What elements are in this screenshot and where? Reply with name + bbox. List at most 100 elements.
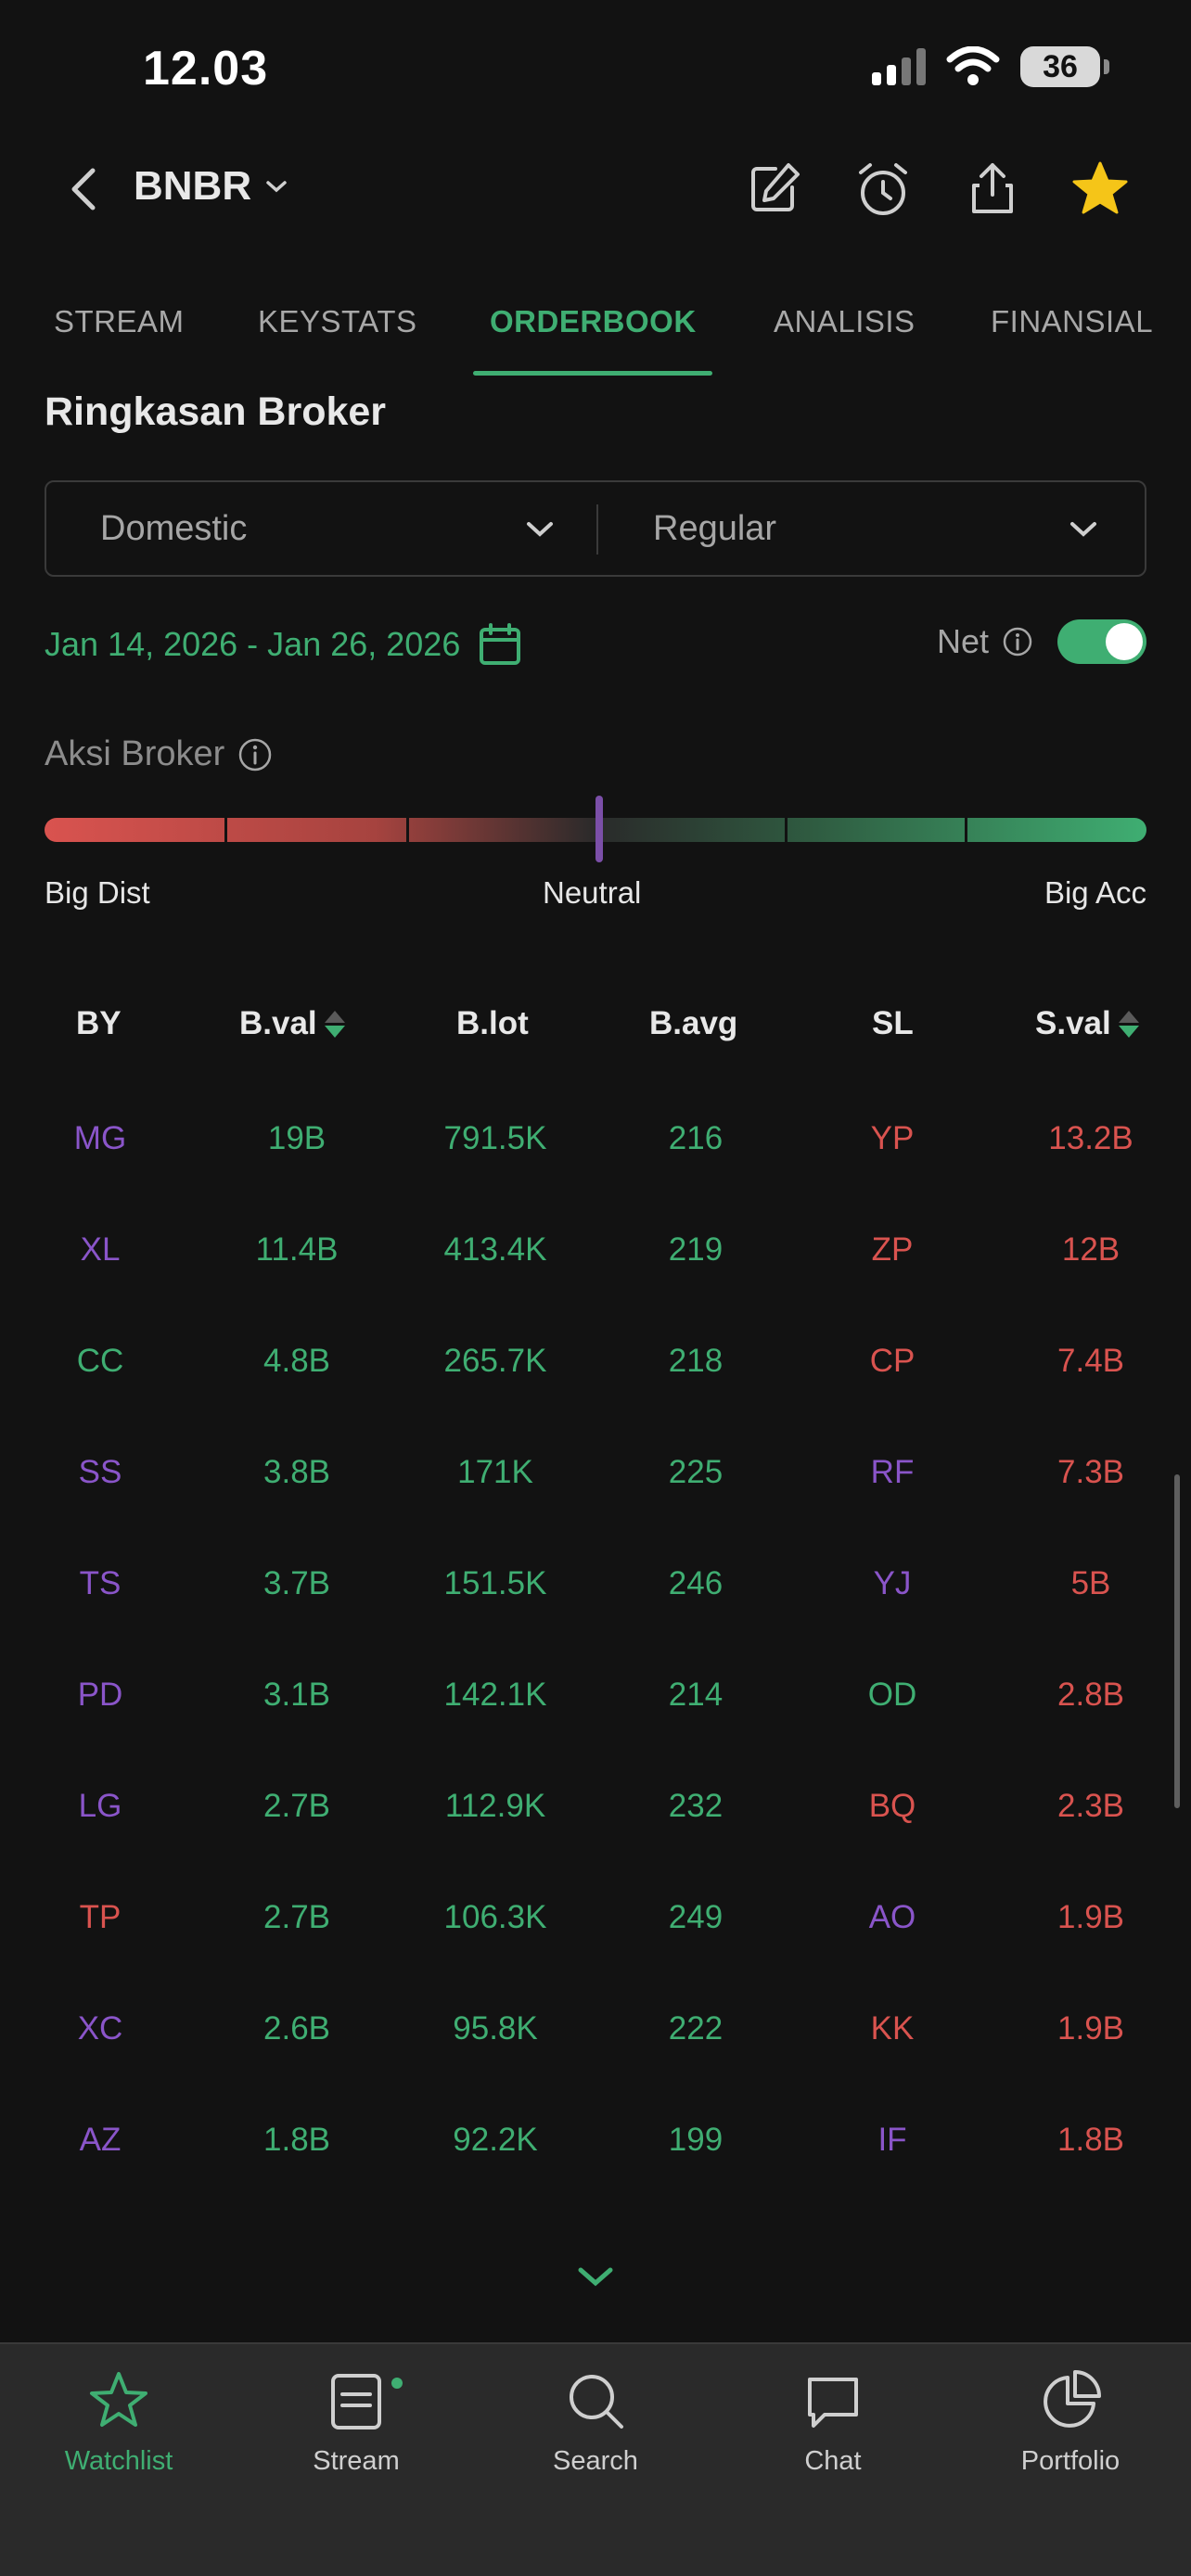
buy-lot: 112.9K (444, 1788, 546, 1824)
buy-average: 219 (668, 1231, 724, 1268)
share-icon[interactable] (961, 158, 1024, 221)
edit-note-icon[interactable] (742, 158, 805, 221)
sell-value: 7.4B (1057, 1343, 1124, 1379)
tab-stream[interactable]: STREAM (54, 304, 185, 338)
ticker-selector[interactable]: BNBR (134, 163, 288, 210)
broker-code-sell[interactable]: ZP (871, 1231, 914, 1268)
cellular-signal-icon (872, 48, 926, 85)
sell-value: 13.2B (1048, 1120, 1133, 1156)
alarm-clock-icon[interactable] (852, 158, 915, 221)
broker-code-sell[interactable]: BQ (868, 1788, 916, 1824)
broker-code-sell[interactable]: AO (868, 1899, 916, 1935)
col-header-bavg: B.avg (649, 1005, 737, 1042)
broker-code-sell[interactable]: RF (870, 1454, 915, 1490)
info-icon[interactable] (237, 737, 273, 772)
sell-value: 5B (1070, 1565, 1111, 1601)
broker-code-sell[interactable]: KK (870, 2010, 915, 2047)
ticker-symbol: BNBR (134, 163, 252, 209)
market-dropdown[interactable]: Domestic (100, 482, 592, 575)
nav-label: Stream (313, 2446, 400, 2476)
sell-value: 1.9B (1057, 2010, 1124, 2047)
broker-code-buy[interactable]: TS (79, 1565, 122, 1601)
back-arrow-icon[interactable] (58, 161, 113, 217)
nav-search[interactable]: Search (503, 2368, 688, 2477)
meter-label-neutral: Neutral (543, 875, 642, 910)
meter-segment-divider (785, 818, 788, 842)
broker-code-sell[interactable]: YP (870, 1120, 915, 1156)
sell-value: 1.9B (1057, 1899, 1124, 1935)
broker-code-sell[interactable]: CP (869, 1343, 916, 1379)
col-header-blot-text: B.lot (456, 1005, 529, 1041)
info-icon[interactable] (1002, 626, 1033, 657)
meter-segment-divider (224, 818, 227, 842)
buy-value: 3.7B (263, 1565, 330, 1601)
aksi-broker-header: Aksi Broker (45, 734, 273, 774)
broker-code-sell[interactable]: OD (867, 1677, 917, 1713)
broker-code-buy[interactable]: CC (76, 1343, 124, 1379)
tab-analisis[interactable]: ANALISIS (774, 304, 916, 338)
bottom-nav: Watchlist Stream Search Chat Portfolio (0, 2342, 1191, 2576)
broker-code-buy[interactable]: AZ (79, 2122, 122, 2158)
sell-value: 2.3B (1057, 1788, 1124, 1824)
broker-code-buy[interactable]: XL (80, 1231, 121, 1268)
buy-average: 222 (668, 2010, 724, 2047)
dropdown-divider (596, 504, 598, 555)
meter-marker (596, 796, 603, 862)
nav-portfolio[interactable]: Portfolio (978, 2368, 1163, 2477)
nav-label: Portfolio (1020, 2446, 1121, 2476)
buy-value: 1.8B (263, 2122, 330, 2158)
tab-finansial[interactable]: FINANSIAL (991, 304, 1154, 338)
broker-code-sell[interactable]: IF (877, 2122, 907, 2158)
broker-code-buy[interactable]: LG (78, 1788, 122, 1824)
net-toggle[interactable] (1057, 619, 1146, 664)
scrollbar[interactable] (1174, 1474, 1180, 1808)
broker-code-buy[interactable]: PD (77, 1677, 123, 1713)
buy-value: 4.8B (263, 1343, 330, 1379)
chevron-down-icon (1070, 522, 1096, 537)
net-toggle-row: Net (937, 619, 1146, 664)
buy-lot: 142.1K (443, 1677, 547, 1713)
tab-keystats[interactable]: KEYSTATS (258, 304, 417, 338)
buy-average: 214 (668, 1677, 724, 1713)
nav-watchlist[interactable]: Watchlist (26, 2368, 211, 2477)
nav-stream[interactable]: Stream (263, 2368, 449, 2477)
status-bar: 12.03 36 (0, 0, 1191, 139)
col-header-blot: B.lot (456, 1005, 529, 1042)
star-filled-icon[interactable] (1069, 158, 1132, 221)
calendar-icon (480, 623, 521, 665)
active-tab-indicator (473, 371, 712, 376)
col-header-sl-text: SL (872, 1005, 914, 1041)
col-header-bval-text: B.val (239, 1005, 317, 1041)
chevron-down-icon (527, 522, 553, 537)
broker-code-buy[interactable]: TP (79, 1899, 122, 1935)
expand-more-icon[interactable] (575, 2263, 616, 2290)
col-header-bval[interactable]: B.val (239, 1005, 345, 1042)
board-value: Regular (653, 508, 777, 548)
broker-code-buy[interactable]: XC (77, 2010, 123, 2047)
nav-label: Chat (804, 2446, 862, 2476)
status-time: 12.03 (143, 42, 269, 96)
sell-value: 1.8B (1057, 2122, 1124, 2158)
tab-orderbook[interactable]: ORDERBOOK (490, 304, 697, 338)
buy-lot: 151.5K (443, 1565, 547, 1601)
broker-code-buy[interactable]: MG (73, 1120, 127, 1156)
sell-value: 2.8B (1057, 1677, 1124, 1713)
sort-arrows-icon (324, 1010, 345, 1038)
board-dropdown[interactable]: Regular (653, 482, 1145, 575)
battery-icon: 36 (1020, 46, 1109, 87)
col-header-sval[interactable]: S.val (1035, 1005, 1139, 1042)
buy-average: 218 (668, 1343, 724, 1379)
buy-value: 3.1B (263, 1677, 330, 1713)
broker-code-sell[interactable]: YJ (873, 1565, 912, 1601)
market-value: Domestic (100, 508, 248, 548)
nav-label: Search (553, 2446, 638, 2476)
buy-average: 199 (668, 2122, 724, 2158)
net-label: Net (936, 622, 989, 660)
broker-code-buy[interactable]: SS (78, 1454, 122, 1490)
nav-chat[interactable]: Chat (740, 2368, 926, 2477)
date-range-picker[interactable]: Jan 14, 2026 - Jan 26, 2026 (45, 621, 523, 668)
buy-lot: 95.8K (453, 2010, 538, 2047)
date-range-text: Jan 14, 2026 - Jan 26, 2026 (45, 625, 461, 663)
buy-value: 19B (267, 1120, 327, 1156)
buy-average: 246 (668, 1565, 724, 1601)
